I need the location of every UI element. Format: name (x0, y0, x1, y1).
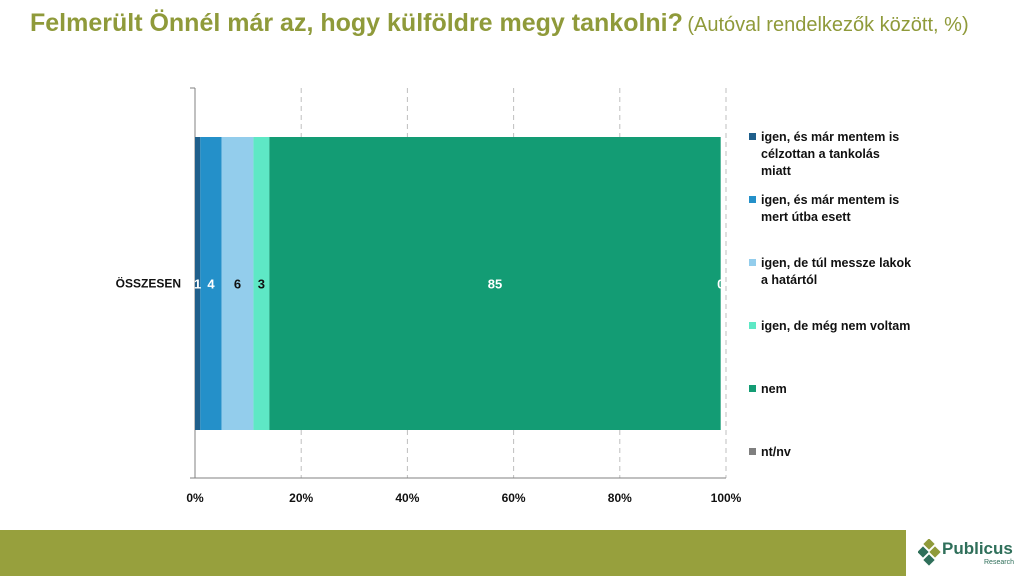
data-label: 3 (258, 277, 265, 292)
legend-swatch (749, 196, 756, 203)
data-label: 85 (488, 277, 502, 292)
legend-swatch (749, 385, 756, 392)
x-tick-label: 80% (608, 491, 632, 505)
legend-entry: igen, de túl messze lakok a határtól (761, 256, 911, 287)
x-tick-label: 20% (289, 491, 313, 505)
chart-title: Felmerült Önnél már az, hogy külföldre m… (30, 9, 683, 37)
legend-swatch (749, 259, 756, 266)
legend-entry: igen, és már mentem is mert útba esett (761, 193, 899, 224)
bar-segment (253, 137, 270, 430)
legend-entry: igen, és már mentem is célzottan a tankol… (761, 130, 899, 178)
legend-entry: nt/nv (761, 445, 791, 459)
data-label: 0 (717, 277, 724, 292)
x-tick-label: 40% (395, 491, 419, 505)
chart-subtitle: (Autóval rendelkezők között, %) (687, 14, 969, 36)
legend-swatch (749, 448, 756, 455)
data-label: 4 (207, 277, 215, 292)
x-tick-label: 60% (502, 491, 526, 505)
footer-band (0, 530, 906, 576)
legend-swatch (749, 133, 756, 140)
data-label: 6 (234, 277, 241, 292)
chart-title-block: Felmerült Önnél már az, hogy külföldre m… (30, 8, 990, 42)
legend-entry: nem (761, 382, 787, 396)
legend-swatch (749, 322, 756, 329)
legend-entry: igen, de még nem voltam (761, 319, 910, 333)
x-tick-label: 100% (711, 491, 742, 505)
data-label: 1 (194, 277, 201, 292)
logo-diamond-icon (918, 539, 941, 566)
stacked-bar-chart: 0% 20% 40% 60% 80% 100% ÖSSZESEN 1 4 6 3 85 0 igen, é… (116, 87, 911, 505)
bar-segment (200, 137, 222, 430)
logo-tagline: Research (984, 559, 1014, 566)
category-label: ÖSSZESEN (116, 276, 181, 291)
bar-segment (195, 137, 201, 430)
publicus-logo: Publicus Research (918, 537, 1024, 573)
bar-segment (221, 137, 254, 430)
bar-segment (269, 137, 721, 430)
x-tick-label: 0% (186, 491, 204, 505)
logo-name: Publicus (942, 539, 1013, 558)
